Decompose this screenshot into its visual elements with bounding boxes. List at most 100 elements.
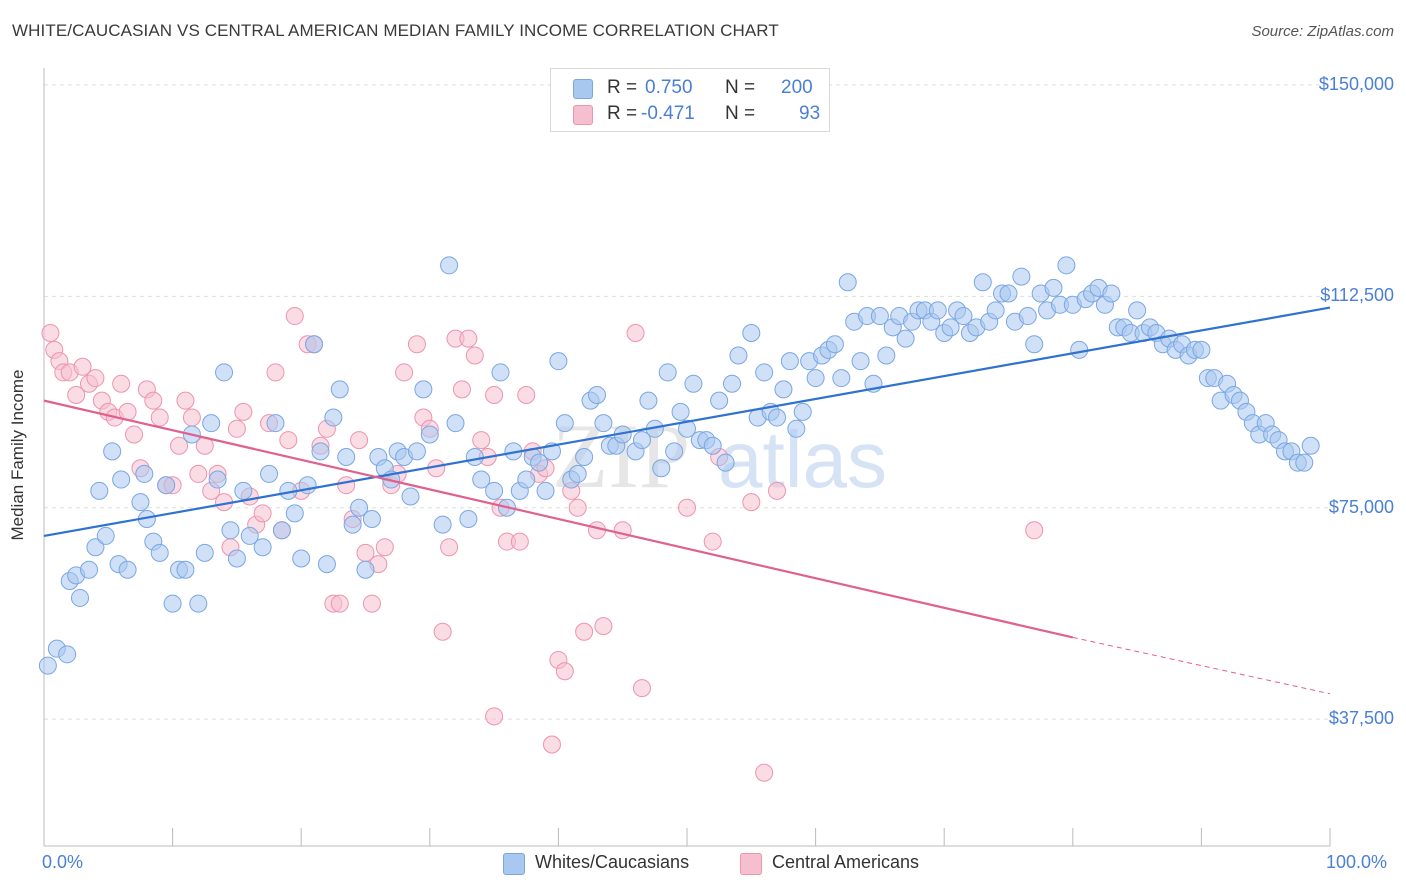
white-point [176,560,195,579]
legend-n-label: N = [725,77,756,98]
central-point [337,476,356,495]
white-point [240,526,259,545]
central-point [112,374,131,393]
white-point [870,307,889,326]
white-point [266,414,285,433]
white-point [787,419,806,438]
white-point [517,470,536,489]
white-point [838,273,857,292]
white-point [825,335,844,354]
central-point [568,498,587,517]
white-point [305,335,324,354]
central-trend-extension [1072,636,1331,695]
central-point [170,436,189,455]
central-point [150,408,169,427]
white-point [272,521,291,540]
white-point [253,538,272,557]
central-point [73,357,92,376]
central-point [632,679,651,698]
central-point [253,504,272,523]
central-point [67,385,86,404]
white-trend-line [43,306,1331,538]
white-point [1301,436,1320,455]
white-point [768,408,787,427]
white-point [71,588,90,607]
white-point [157,476,176,495]
white-points [38,256,1320,675]
white-point [131,493,150,512]
white-point [118,560,137,579]
white-point [774,380,793,399]
white-point [80,560,99,579]
white-point [928,301,947,320]
legend-r-label: R = [607,103,638,124]
central-point [189,464,208,483]
legend-label-white: Whites/Caucasians [535,852,690,872]
white-point [530,453,549,472]
legend-n-central: 93 [799,103,821,124]
white-point [986,301,1005,320]
white-point [317,555,336,574]
white-point [729,346,748,365]
white-point [568,464,587,483]
white-point [793,402,812,421]
white-point [58,645,77,664]
white-point [420,425,439,444]
white-point [1057,256,1076,275]
white-point [414,380,433,399]
white-point [954,307,973,326]
white-point [362,510,381,529]
central-point [86,369,105,388]
white-point [337,448,356,466]
white-point [1295,453,1314,472]
white-point [703,436,722,455]
central-point [465,346,484,365]
central-point [459,329,478,348]
white-point [491,363,510,382]
white-point [632,431,651,450]
central-point [227,419,246,438]
white-point [742,323,761,342]
white-point [723,374,742,393]
white-point [90,481,109,500]
central-point [279,431,298,450]
white-point [227,549,246,568]
central-point [703,532,722,551]
central-point [350,431,369,450]
white-point [671,402,690,421]
central-point [755,763,774,782]
white-point [851,352,870,371]
legend-swatch-central [740,853,762,875]
white-point [896,329,915,348]
central-point [407,335,426,354]
central-point [485,385,504,404]
white-point [401,487,420,506]
white-point [86,538,105,557]
central-point [485,707,504,726]
legend-r-central: -0.471 [641,103,695,124]
white-point [221,521,240,540]
legend-r-label: R = [607,77,638,98]
central-point [575,622,594,641]
central-point [234,402,253,421]
white-point [941,318,960,337]
central-point [1025,521,1044,540]
white-point [1102,284,1121,303]
chart-source: Source: ZipAtlas.com [1251,23,1394,40]
central-point [742,493,761,512]
white-point [549,352,568,371]
white-point [433,515,452,534]
white-point [1192,340,1211,359]
central-points [41,307,1044,782]
legend-r-white: 0.750 [645,77,693,98]
white-point [678,419,696,438]
central-point [517,385,536,404]
y-tick-label: $75,000 [1328,496,1394,517]
central-trend-line [43,399,1074,639]
central-point [678,498,696,517]
white-point [350,498,369,517]
white-point [1128,301,1147,320]
white-point [536,481,555,500]
white-point [150,543,169,562]
